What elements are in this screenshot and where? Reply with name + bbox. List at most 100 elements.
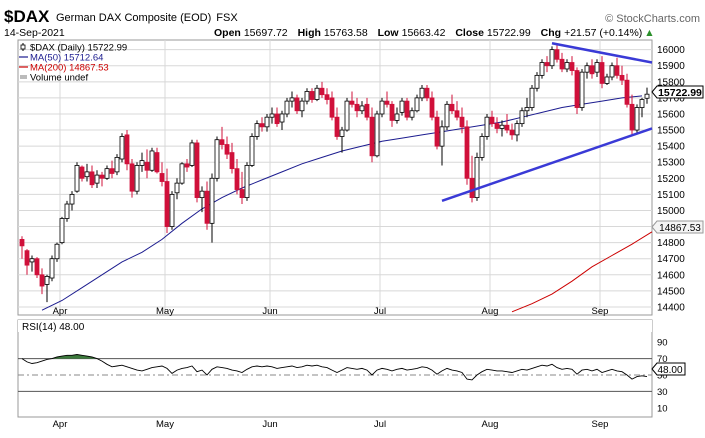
candle-body <box>154 152 160 173</box>
candle-body <box>109 168 115 174</box>
candle-body <box>584 65 590 73</box>
candle-body <box>124 134 130 165</box>
candle-body <box>459 116 465 128</box>
ma200-tag: 14867.53 <box>651 220 704 234</box>
candle-body <box>544 62 550 67</box>
rsi-tick-label: 30 <box>657 387 668 398</box>
candle-body <box>529 87 535 108</box>
svg-text:14867.53: 14867.53 <box>659 223 701 234</box>
candle-body <box>364 103 370 118</box>
price-tick-label: 15400 <box>657 142 685 153</box>
candle-body <box>624 79 630 105</box>
candle-body <box>479 136 485 158</box>
month-labels-rsi: Apr May Jun Jul Aug Sep <box>53 419 609 430</box>
month-label: May <box>156 419 174 430</box>
candle-body <box>594 62 600 73</box>
candle-body <box>99 174 105 179</box>
candle-body <box>534 74 540 89</box>
symbol-title: $DAX <box>4 7 50 26</box>
rsi-axis: 10 30 50 70 90 <box>657 338 668 415</box>
month-label: Jun <box>262 306 277 317</box>
price-tick-label: 15200 <box>657 174 685 185</box>
candle-body <box>539 62 545 76</box>
candle-body <box>404 100 410 118</box>
price-tick-label: 15000 <box>657 206 685 217</box>
month-label: Apr <box>53 419 68 430</box>
candle-body <box>369 116 375 157</box>
rsi-path <box>21 354 648 381</box>
month-label: Jul <box>374 419 386 430</box>
candle-body <box>434 116 440 147</box>
candle-body <box>34 258 40 276</box>
candle-body <box>309 91 315 100</box>
price-tick-label: 15800 <box>657 77 685 88</box>
candle-body <box>214 139 220 179</box>
candle-body <box>119 136 125 160</box>
candle-body <box>279 113 285 123</box>
rsi-grid <box>18 358 652 392</box>
candle-body <box>629 103 635 131</box>
legend-entry: $DAX (Daily) 15722.99 <box>30 43 127 54</box>
candle-body <box>244 165 250 199</box>
candle-body <box>79 166 85 179</box>
price-panel <box>17 39 653 316</box>
candle-body <box>599 62 605 84</box>
candle-body <box>569 62 575 71</box>
watermark: © StockCharts.com <box>605 13 700 25</box>
candle-body <box>329 97 335 118</box>
candle-body <box>344 100 350 131</box>
candle-body <box>139 160 145 166</box>
candle-body <box>464 126 470 179</box>
rsi-line <box>21 354 648 381</box>
candle-body <box>134 165 140 192</box>
candle-body <box>389 103 395 121</box>
candle-body <box>324 94 330 100</box>
candle-body <box>299 100 305 112</box>
candle-body <box>444 103 450 128</box>
candle-body <box>174 182 180 194</box>
price-tick-label: 16000 <box>657 45 685 56</box>
candle-body <box>519 110 525 125</box>
price-tick-label: 14600 <box>657 270 685 281</box>
candle-body <box>289 97 295 102</box>
candle-body <box>169 193 175 227</box>
candle-body <box>644 93 650 99</box>
candle-body <box>564 62 570 70</box>
candle-body <box>224 144 230 155</box>
price-tag: 15722.99 <box>651 85 704 99</box>
candle-body <box>474 156 480 199</box>
candle-body <box>454 110 460 118</box>
candle-body <box>269 113 275 118</box>
candle-body <box>409 110 415 118</box>
price-tick-label: 15500 <box>657 126 685 137</box>
candle-body <box>159 173 165 182</box>
candle-body <box>29 258 35 263</box>
candle-body <box>209 177 215 224</box>
candle-body <box>419 87 425 99</box>
candle-body <box>24 250 30 266</box>
candle-body <box>589 65 595 75</box>
candle-body <box>374 113 380 157</box>
month-label: Jun <box>262 419 277 430</box>
candle-body <box>319 87 325 96</box>
candle-body <box>334 116 340 137</box>
candle-body <box>189 142 195 166</box>
candle-body <box>44 276 50 285</box>
candle-body <box>274 113 280 125</box>
candle-body <box>194 142 200 199</box>
candle-body <box>294 97 300 112</box>
candle-body <box>314 87 320 100</box>
candle-body <box>129 163 135 192</box>
candle-body <box>94 174 100 184</box>
candle-body <box>614 65 620 76</box>
price-tick-label: 15300 <box>657 158 685 169</box>
price-tick-label: 14500 <box>657 286 685 297</box>
month-label: Sep <box>592 419 609 430</box>
candle-body <box>469 177 475 199</box>
candle-body <box>524 107 530 112</box>
candle-body <box>449 103 455 112</box>
month-labels-price: Apr May Jun Jul Aug Sep <box>53 306 609 317</box>
price-tick-label: 15900 <box>657 61 685 72</box>
candle-body <box>239 189 245 199</box>
